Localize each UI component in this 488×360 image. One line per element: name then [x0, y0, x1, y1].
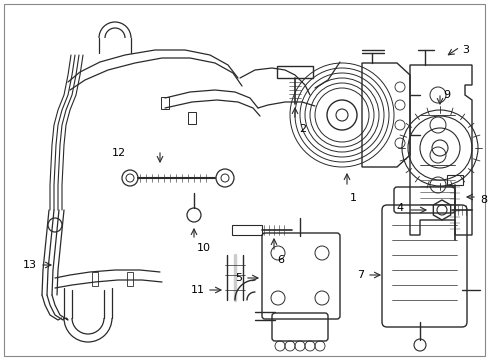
Text: 10: 10	[197, 243, 210, 253]
Bar	[127, 272, 133, 286]
Bar	[446, 175, 462, 185]
Text: 4: 4	[396, 203, 403, 213]
Bar	[276, 66, 312, 78]
Text: 8: 8	[479, 195, 486, 205]
Text: 13: 13	[23, 260, 37, 270]
Text: 3: 3	[461, 45, 468, 55]
Text: 7: 7	[356, 270, 363, 280]
Bar	[231, 225, 262, 235]
Bar	[92, 272, 98, 286]
Bar	[161, 97, 169, 109]
Text: 1: 1	[349, 193, 356, 203]
Text: 9: 9	[442, 90, 449, 100]
Text: 6: 6	[276, 255, 284, 265]
Text: 2: 2	[298, 124, 305, 134]
Bar	[187, 112, 196, 124]
Text: 5: 5	[235, 273, 242, 283]
Text: 11: 11	[191, 285, 204, 295]
Text: 12: 12	[112, 148, 126, 158]
